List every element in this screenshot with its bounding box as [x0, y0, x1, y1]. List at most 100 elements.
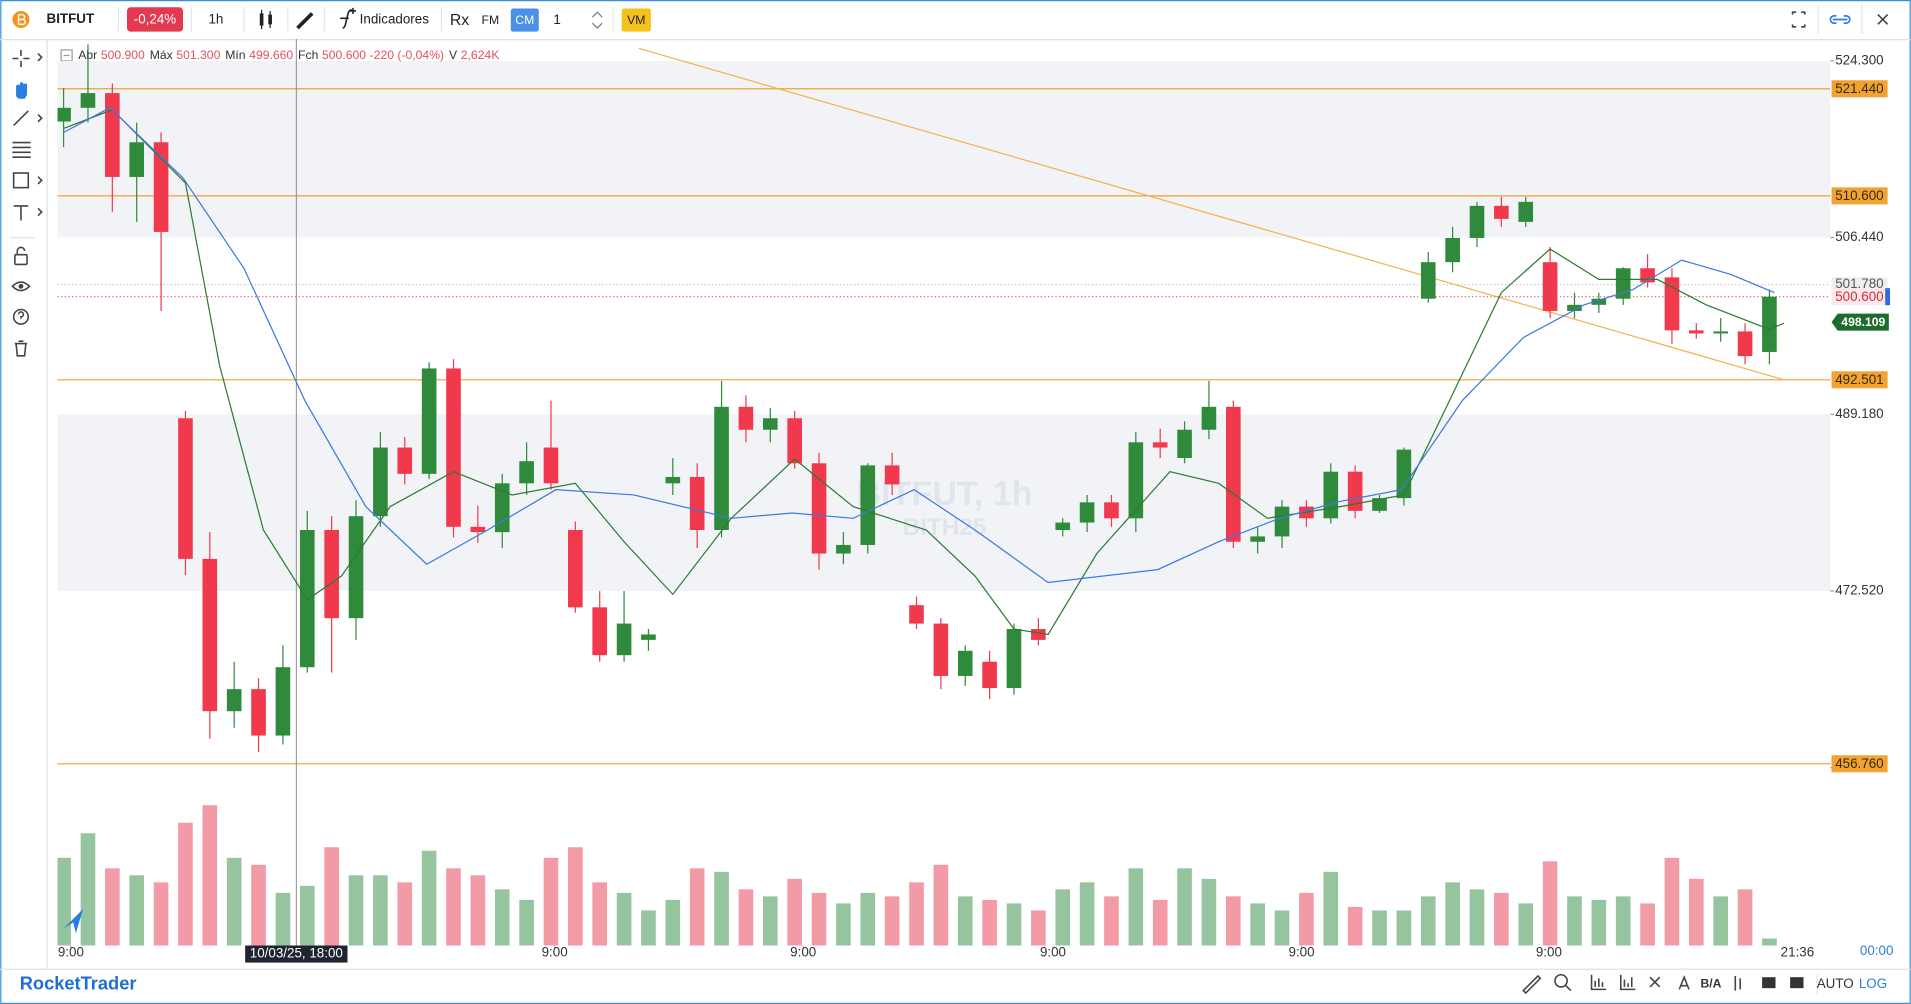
change-value: -220 (-0,04%) [370, 48, 444, 62]
tool-chevrons[interactable] [37, 53, 43, 217]
indicators[interactable]: Indicadores [360, 12, 430, 27]
crosshair-toggle[interactable] [1649, 976, 1661, 988]
volume-bar [1299, 892, 1314, 946]
volume-bar [665, 899, 681, 946]
symbol[interactable]: BITFUT [47, 11, 95, 26]
book-toggle[interactable] [1734, 975, 1741, 991]
trendline [638, 47, 1785, 381]
volume-bar [1128, 868, 1144, 946]
volume-bar [251, 864, 266, 946]
volume-bar [275, 892, 291, 946]
interval[interactable]: 1h [208, 12, 223, 27]
candle-body [933, 623, 949, 676]
candle-body [1542, 262, 1558, 311]
delete-tool[interactable] [14, 340, 28, 357]
open-label: Abr [78, 48, 97, 62]
quantity[interactable]: 1 [553, 12, 560, 27]
candle-body [1445, 237, 1460, 263]
volume-bar [324, 847, 339, 946]
pan-tool[interactable] [16, 82, 28, 99]
zoom-tool[interactable] [1554, 973, 1568, 988]
volume-bar [1518, 903, 1534, 946]
vm[interactable]: VM [627, 13, 645, 27]
crosshair-label-box [245, 945, 348, 963]
candle-body [251, 689, 266, 736]
candle-type-button[interactable] [259, 9, 272, 30]
volume-bar [1347, 906, 1363, 946]
volume-bar [884, 896, 900, 946]
volume-bar [1762, 938, 1777, 946]
expand-button[interactable] [1791, 11, 1806, 28]
candle-body [1518, 201, 1534, 222]
volume-bar [1396, 910, 1412, 946]
volume-bar [105, 868, 120, 946]
volume-bar [226, 857, 242, 946]
change: -0,24% [134, 12, 177, 27]
candle-body [1567, 304, 1582, 311]
low-value: 499.660 [249, 48, 293, 62]
close-button[interactable] [1877, 14, 1889, 25]
ruler-tool[interactable] [1522, 974, 1542, 995]
panel-toggle[interactable] [1762, 977, 1776, 989]
alert-toggle[interactable] [1678, 975, 1690, 990]
layout-toggle[interactable] [1790, 977, 1804, 989]
volume-bar [1177, 868, 1192, 946]
candle-body [738, 406, 754, 430]
volume-bar [1567, 896, 1582, 946]
countdown: 21:36 [1781, 944, 1815, 959]
ohlc-header: Abr 500.900 Máx 501.300 Mín 499.660 Fch 500.600… [78, 48, 499, 62]
text-tool[interactable] [13, 205, 29, 221]
shape-tool[interactable] [12, 172, 30, 189]
candle-body [1152, 442, 1168, 448]
last-price-label: 500.600 [1835, 289, 1883, 304]
volume-bar [202, 805, 218, 946]
volume-bar [1274, 910, 1290, 946]
volume-toggle[interactable] [1590, 974, 1607, 991]
indicators-icon[interactable] [340, 7, 357, 29]
replay[interactable]: Rx [450, 12, 469, 29]
close-label: Fch [298, 48, 318, 62]
line-tool[interactable] [13, 110, 29, 127]
log-scale[interactable]: LOG [1859, 976, 1887, 991]
volume-bar [1152, 899, 1168, 946]
fm[interactable]: FM [482, 13, 500, 27]
candle-body [202, 558, 218, 712]
crosshair-tool[interactable] [12, 49, 30, 68]
volume-bar [762, 896, 778, 946]
visibility-tool[interactable] [11, 281, 31, 292]
volume-bar [348, 875, 364, 946]
bid-ask[interactable]: B/A [1700, 977, 1721, 991]
candle-body [714, 406, 729, 531]
auto-scale[interactable]: AUTO [1817, 976, 1854, 991]
candle-body [299, 530, 315, 668]
candle-body [494, 483, 510, 533]
help-tool[interactable] [12, 308, 30, 325]
candle-body [836, 544, 851, 554]
candle-body [860, 465, 876, 545]
close-value: 500.600 [322, 48, 366, 62]
volume-value: 2,624K [461, 48, 500, 62]
candle-body [1177, 429, 1192, 459]
drawing-button[interactable] [296, 12, 314, 30]
fib-tool[interactable] [12, 141, 31, 158]
vm-button[interactable] [621, 8, 651, 32]
volume-bar [421, 850, 437, 946]
candle-body [57, 107, 71, 122]
level-label: 456.760 [1835, 756, 1883, 771]
candle-body [1225, 406, 1241, 542]
link-button[interactable] [1829, 14, 1851, 25]
x-tick-label: 9:00 [1289, 944, 1315, 959]
volume-bar [1031, 910, 1046, 946]
indicator-toggle[interactable] [1619, 974, 1636, 991]
volume-bar [1737, 889, 1753, 946]
cm[interactable]: CM [515, 13, 534, 27]
quantity-spinner[interactable] [591, 11, 603, 29]
volume-bar [1591, 899, 1607, 946]
cm-button[interactable] [510, 8, 539, 32]
volume-bar [397, 882, 413, 946]
candle-body [1201, 406, 1217, 430]
navigate-button[interactable] [63, 908, 84, 934]
volume-bar [470, 875, 486, 946]
lock-tool[interactable] [14, 253, 28, 266]
